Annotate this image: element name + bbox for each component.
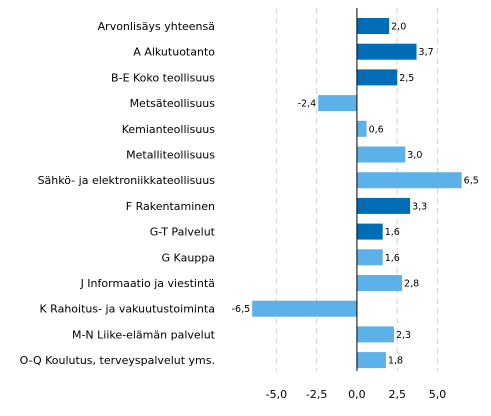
x-tick-label: 5,0: [429, 388, 447, 401]
value-label: 1,6: [385, 253, 400, 264]
category-label: G-T Palvelut: [150, 226, 216, 239]
x-tick-label: -2,5: [306, 388, 327, 401]
category-label: Metsäteollisuus: [130, 97, 216, 110]
value-label: -2,4: [298, 99, 317, 110]
category-label: F Rakentaminen: [126, 200, 215, 213]
category-label: J Informaatio ja viestintä: [80, 277, 215, 290]
bar: [356, 197, 411, 214]
bar: [356, 326, 394, 343]
value-label: 0,6: [369, 124, 384, 135]
value-label: 2,0: [391, 22, 406, 33]
value-label: 2,5: [399, 73, 414, 84]
value-label: 1,6: [385, 227, 400, 238]
value-labels: 2,0 3,7 2,5 -2,4 0,6 3,0 6,5 3,3 1,6 1,6 2,8 -6,5 2,…: [232, 22, 479, 367]
bar: [356, 18, 390, 34]
bar: [356, 352, 386, 369]
value-label: -6,5: [232, 304, 251, 315]
bar: [356, 223, 383, 240]
bar: [318, 95, 357, 112]
bar: [356, 146, 406, 163]
category-labels: Arvonlisäys yhteensä A Alkutuotanto B-E Ko…: [20, 20, 216, 367]
category-label: Sähkö- ja elektroniikkateollisuus: [38, 174, 216, 187]
bar: [356, 249, 383, 266]
bar: [356, 43, 417, 60]
x-tick-label: 0,0: [348, 388, 366, 401]
bar: [356, 275, 403, 291]
value-label: 3,0: [407, 150, 422, 161]
x-axis-tick-labels: -5,0 -2,5 0,0 2,5 5,0: [266, 388, 447, 401]
category-label: Metalliteollisuus: [126, 149, 215, 162]
bars: [252, 18, 462, 369]
value-label: 6,5: [464, 176, 479, 187]
bar: [356, 172, 462, 189]
value-label: 3,3: [412, 201, 427, 212]
category-label: Arvonlisäys yhteensä: [98, 20, 215, 33]
x-tick-label: 2,5: [388, 388, 406, 401]
bar: [356, 120, 367, 137]
category-label: M-N Liike-elämän palvelut: [72, 328, 216, 341]
category-label: A Alkutuotanto: [133, 46, 215, 59]
category-label: O-Q Koulutus, terveyspalvelut yms.: [20, 354, 215, 367]
bar: [252, 300, 357, 317]
category-label: G Kauppa: [162, 251, 215, 264]
value-label: 2,3: [396, 330, 411, 341]
bar: [356, 69, 398, 86]
value-label: 1,8: [388, 356, 403, 367]
value-label: 2,8: [404, 279, 419, 290]
category-label: B-E Koko teollisuus: [111, 71, 215, 84]
value-label: 3,7: [419, 47, 434, 58]
category-label: Kemianteollisuus: [122, 123, 216, 136]
x-tick-label: -5,0: [266, 388, 287, 401]
category-label: K Rahoitus- ja vakuutustoiminta: [39, 303, 215, 316]
